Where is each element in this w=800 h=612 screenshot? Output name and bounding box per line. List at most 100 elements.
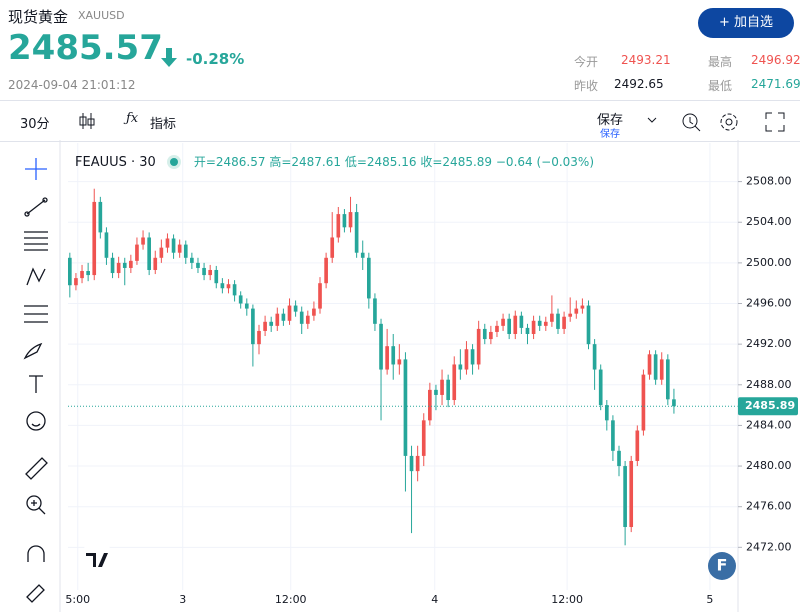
y-tick-label: 2504.00	[746, 215, 792, 228]
candle-body	[665, 359, 670, 400]
candle-body	[604, 405, 609, 421]
candle-body	[598, 369, 603, 406]
fullscreen-icon[interactable]	[764, 111, 786, 133]
candle-body	[159, 247, 164, 258]
candle-body	[68, 257, 72, 286]
alert-icon[interactable]	[680, 111, 702, 133]
candle-body	[299, 311, 304, 324]
candle-body	[226, 284, 231, 289]
stat-label: 最低	[708, 79, 733, 93]
stat-value: 2492.65	[614, 77, 664, 91]
dropdown-icon[interactable]	[646, 115, 658, 125]
candle-body	[464, 349, 469, 370]
candle-body	[92, 201, 97, 276]
y-tick-label: 2492.00	[746, 337, 792, 350]
candle-body	[580, 305, 585, 309]
candle-body	[470, 349, 475, 365]
stat-value: 2471.69	[751, 77, 800, 91]
candle-body	[342, 214, 347, 228]
candle-body	[104, 232, 109, 258]
candle-body	[482, 328, 487, 340]
settings-icon[interactable]	[718, 111, 740, 133]
candle-body	[171, 238, 176, 253]
fx-icon[interactable]: ƒx	[126, 111, 139, 126]
candle-body	[452, 364, 457, 401]
ohlc-value: 2486.57	[215, 155, 266, 169]
x-tick-label: 5	[706, 593, 713, 606]
ohlc-value: 2485.89	[442, 155, 493, 169]
ohlc-label: 低=	[344, 155, 367, 169]
candle-body	[281, 313, 286, 321]
candle-body	[428, 389, 432, 421]
y-tick-label: 2480.00	[746, 459, 792, 472]
toolbar: 30分 ƒx 指标 保存 保存	[0, 100, 800, 142]
candle-body	[98, 201, 103, 233]
legend-symbol: FEAUUS · 30	[75, 155, 156, 170]
candle-body	[635, 430, 640, 461]
x-tick-label: 12:00	[275, 593, 307, 606]
candle-body	[141, 237, 145, 245]
chart-type-icon[interactable]	[78, 111, 96, 131]
candle-body	[275, 313, 280, 326]
status-dot	[169, 158, 178, 166]
svg-text:F: F	[717, 556, 728, 575]
candle-body	[373, 298, 377, 324]
candle-body	[513, 315, 518, 334]
candle-body	[562, 316, 566, 329]
candle-body	[366, 257, 371, 299]
last-price: 2485.57	[8, 28, 163, 68]
candle-body	[403, 359, 408, 456]
candle-body	[440, 379, 444, 395]
candle-body	[348, 212, 353, 228]
candle-body	[391, 346, 396, 365]
candle-body	[537, 320, 542, 326]
candle-body	[647, 354, 652, 375]
candle-body	[330, 237, 335, 258]
candle-body	[153, 257, 158, 270]
candle-body	[324, 257, 328, 284]
candle-body	[568, 313, 573, 317]
candle-body	[196, 262, 200, 268]
interval-button[interactable]: 30分	[20, 117, 50, 132]
candle-body	[379, 323, 383, 370]
y-tick-label: 2472.00	[746, 540, 792, 553]
candle-body	[129, 260, 133, 268]
chart-legend: FEAUUS · 30 开=2486.57 高=2487.61 低=2485.16…	[75, 153, 594, 170]
candle-body	[135, 244, 139, 261]
candle-body	[354, 212, 359, 253]
candle-body	[257, 330, 261, 345]
candle-body	[293, 305, 298, 312]
candle-body	[251, 308, 255, 345]
candle-body	[80, 271, 84, 279]
add-watchlist-button[interactable]: + 加自选	[698, 8, 794, 38]
save-button[interactable]: 保存	[597, 113, 624, 128]
candle-body	[74, 278, 78, 286]
y-tick-label: 2508.00	[746, 175, 792, 188]
stat-label: 最高	[708, 55, 733, 69]
candle-body	[202, 267, 206, 276]
candle-body	[543, 321, 548, 326]
price-change: -0.28%	[186, 50, 245, 68]
candle-body	[165, 238, 170, 248]
candle-body	[397, 359, 402, 365]
candle-body	[269, 321, 274, 326]
drawing-tools[interactable]	[23, 158, 48, 603]
legend-change: −0.64 (−0.03%)	[495, 155, 595, 169]
indicators-button[interactable]: 指标	[150, 117, 177, 132]
candle-body	[531, 320, 536, 334]
candle-body	[586, 305, 591, 345]
instrument-symbol: XAUUSD	[78, 9, 125, 22]
candle-body	[183, 244, 188, 258]
candle-body	[476, 328, 481, 365]
ohlc-label: 收=	[420, 155, 443, 169]
candle-body	[86, 271, 90, 276]
candle-body	[550, 313, 554, 322]
candle-body	[220, 283, 225, 289]
timestamp: 2024-09-04 21:01:12	[8, 78, 136, 92]
candle-body	[446, 379, 450, 401]
candle-body	[177, 244, 182, 253]
y-tick-label: 2476.00	[746, 500, 792, 513]
candle-body	[238, 295, 243, 304]
